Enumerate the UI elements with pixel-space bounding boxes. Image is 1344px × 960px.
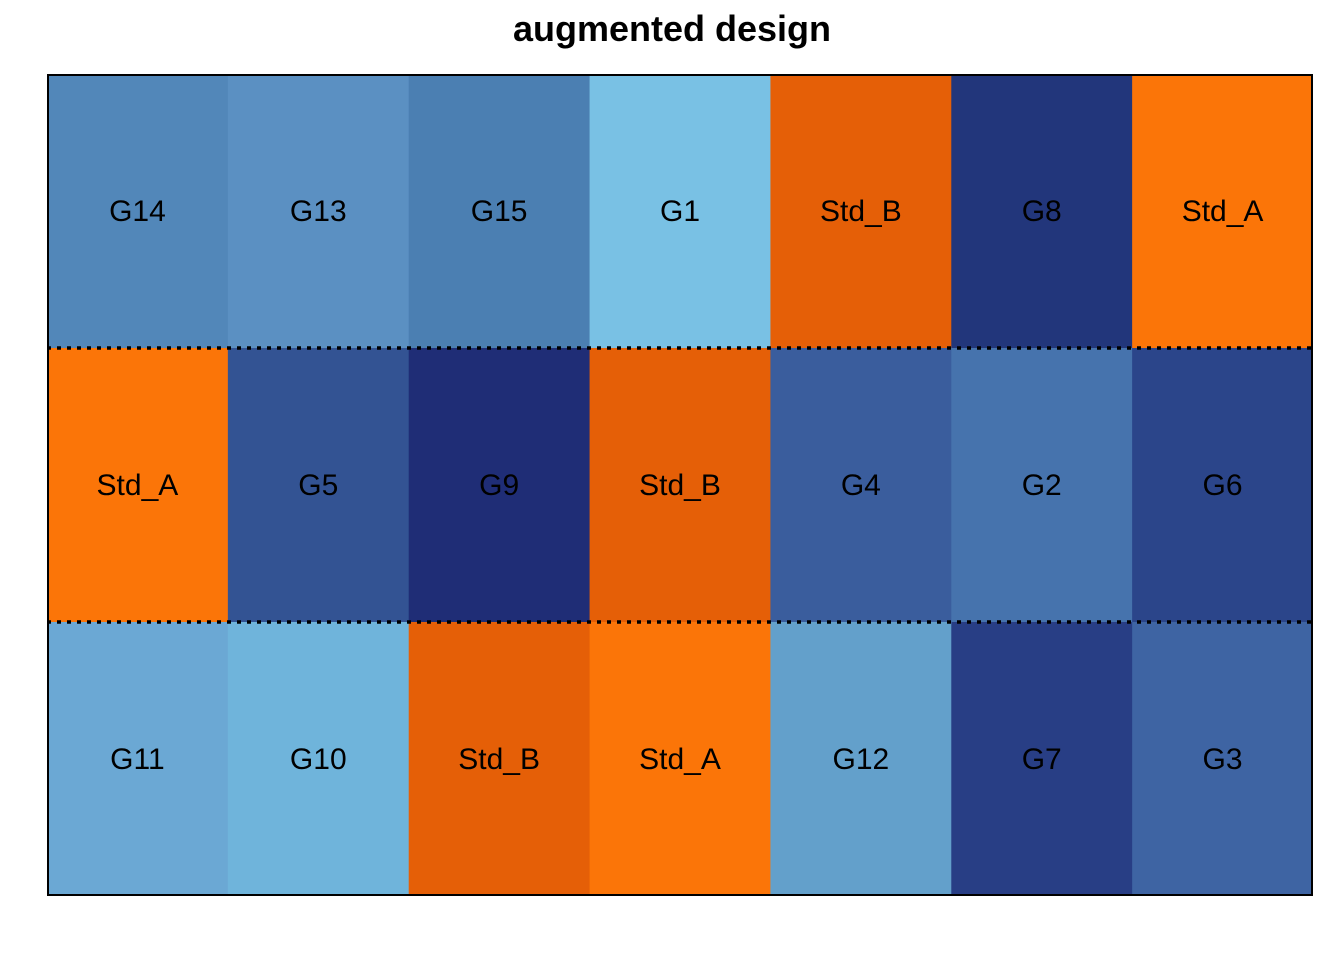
plot-cell-fill	[589, 348, 771, 623]
plot-cell-fill	[47, 622, 229, 896]
plot-cell-r3-c5: G12	[770, 622, 952, 896]
plot-cell-label: Std_B	[820, 195, 902, 228]
plot-cell-label: G13	[290, 195, 347, 228]
plot-cell-fill	[47, 74, 229, 349]
plot-cell-r3-c3: Std_B	[408, 622, 591, 896]
plot-cell-fill	[589, 622, 771, 896]
plot-cell-r1-c3: G15	[408, 74, 591, 349]
plot-cell-r3-c6: G7	[951, 622, 1133, 896]
plot-cell-label: Std_B	[639, 469, 721, 502]
plot-cell-r3-c7: G3	[1132, 622, 1313, 896]
plot-cell-fill	[408, 348, 591, 623]
plot-cell-label: G3	[1203, 743, 1243, 776]
plot-cell-fill	[951, 74, 1133, 349]
plot-cell-r3-c2: G10	[227, 622, 410, 896]
design-grid: G14 G13 G15 G1 Std_B G8 Std_A Std_A G5 G9 Std_B G4 G…	[47, 74, 1313, 896]
plot-cell-r2-c6: G2	[951, 348, 1133, 623]
plot-cell-label: Std_A	[1182, 195, 1264, 228]
plot-cell-r2-c4: Std_B	[589, 348, 771, 623]
plot-cell-label: G15	[471, 195, 528, 228]
plot-cell-r1-c1: G14	[47, 74, 229, 349]
plot-cell-r1-c2: G13	[227, 74, 410, 349]
plot-cell-r2-c1: Std_A	[47, 348, 229, 623]
plot-cell-label: G6	[1203, 469, 1243, 502]
plot-cell-label: G8	[1022, 195, 1062, 228]
plot-cell-fill	[951, 622, 1133, 896]
plot-cell-label: Std_A	[97, 469, 179, 502]
plot-cell-label: G10	[290, 743, 347, 776]
plot-cell-r1-c6: G8	[951, 74, 1133, 349]
plot-cell-label: Std_B	[458, 743, 540, 776]
plot-cell-r2-c2: G5	[227, 348, 410, 623]
plot-cell-label: G2	[1022, 469, 1062, 502]
plot-cell-fill	[227, 348, 410, 623]
plot-cell-fill	[770, 74, 952, 349]
plot-cell-fill	[951, 348, 1133, 623]
plot-frame	[47, 74, 1313, 896]
chart-title: augmented design	[512, 8, 832, 49]
plot-cell-fill	[227, 622, 410, 896]
plot-cell-label: G1	[660, 195, 700, 228]
plot-cell-label: G7	[1022, 743, 1062, 776]
plot-cell-r2-c3: G9	[408, 348, 591, 623]
plot-cell-fill	[1132, 74, 1313, 349]
plot-cell-fill	[227, 74, 410, 349]
plot-cell-label: G4	[841, 469, 881, 502]
plot-cell-label: G11	[110, 743, 164, 776]
plot-cell-r3-c1: G11	[47, 622, 229, 896]
plot-cell-r1-c4: G1	[589, 74, 771, 349]
plot-cell-fill	[770, 622, 952, 896]
plot-cell-fill	[770, 348, 952, 623]
plot-cell-fill	[1132, 622, 1313, 896]
plot-cell-fill	[408, 74, 591, 349]
plot-cell-r2-c5: G4	[770, 348, 952, 623]
plot-cell-label: G9	[479, 469, 519, 502]
plot-cell-label: G5	[298, 469, 338, 502]
plot-cell-fill	[408, 622, 591, 896]
design-grid-svg: G14 G13 G15 G1 Std_B G8 Std_A Std_A G5 G9 Std_B G4 G…	[47, 74, 1313, 896]
plot-cell-r2-c7: G6	[1132, 348, 1313, 623]
plot-cell-r1-c7: Std_A	[1132, 74, 1313, 349]
plot-cell-fill	[47, 348, 229, 623]
plot-cell-label: G12	[832, 743, 889, 776]
plot-cell-label: G14	[109, 195, 166, 228]
plot-cell-fill	[1132, 348, 1313, 623]
plot-cell-fill	[589, 74, 771, 349]
plot-cell-r3-c4: Std_A	[589, 622, 771, 896]
plot-cell-label: Std_A	[639, 743, 721, 776]
plot-cell-r1-c5: Std_B	[770, 74, 952, 349]
